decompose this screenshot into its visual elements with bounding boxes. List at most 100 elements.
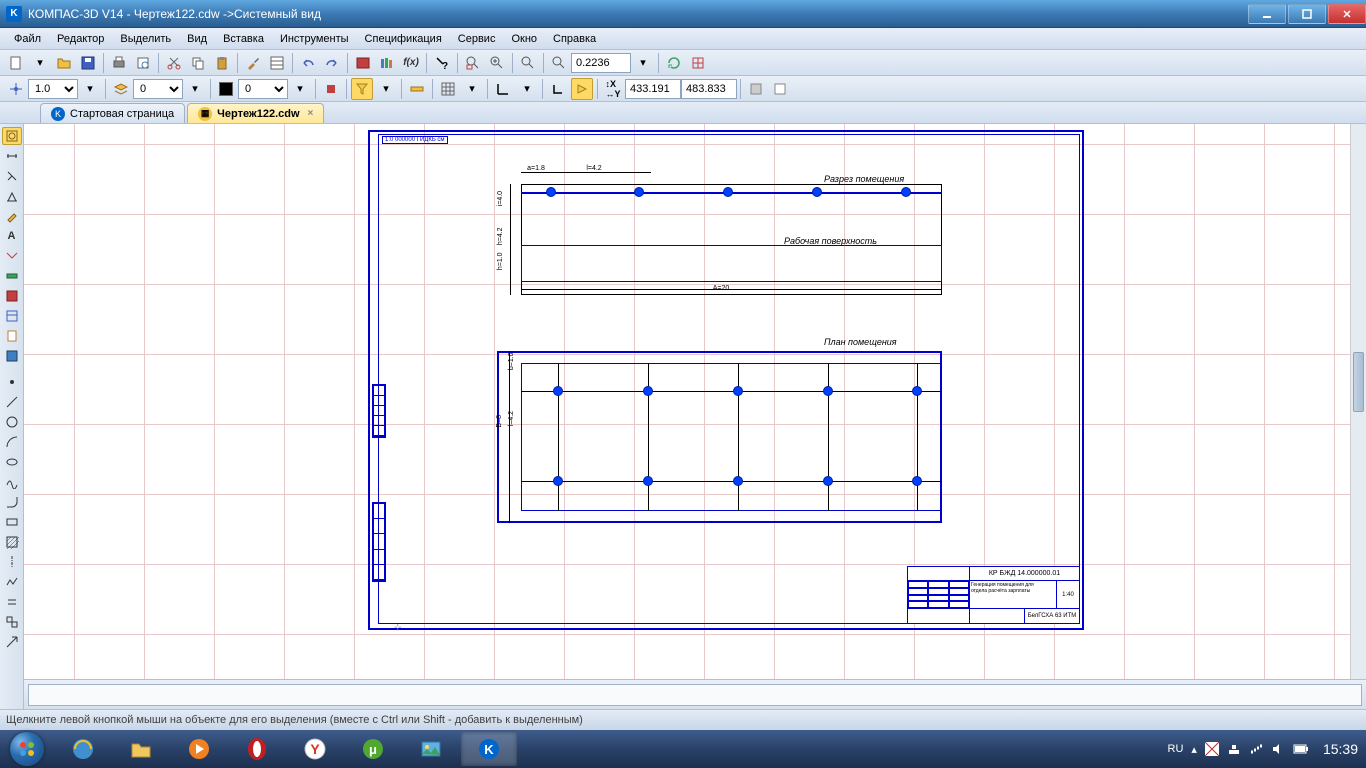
menu-help[interactable]: Справка	[545, 30, 604, 48]
print-button[interactable]	[108, 52, 130, 74]
command-input[interactable]	[28, 684, 1362, 706]
tray-chevron-icon[interactable]: ▴	[1191, 743, 1197, 756]
arc-tool[interactable]	[2, 433, 22, 451]
task-media[interactable]	[171, 732, 227, 766]
notation-tool[interactable]	[2, 167, 22, 185]
ellipse-tool[interactable]	[2, 453, 22, 471]
insert-tool[interactable]	[2, 347, 22, 365]
menu-editor[interactable]: Редактор	[49, 30, 112, 48]
ortho-button[interactable]	[547, 78, 569, 100]
grid-button[interactable]	[437, 78, 459, 100]
lcs-dropdown[interactable]: ▾	[516, 78, 538, 100]
minimize-button[interactable]	[1248, 4, 1286, 24]
snap-toggle-button[interactable]	[571, 78, 593, 100]
filter-dropdown[interactable]: ▾	[375, 78, 397, 100]
lang-indicator[interactable]: RU	[1168, 743, 1184, 755]
select-tool[interactable]	[2, 287, 22, 305]
clock[interactable]: 15:39	[1323, 741, 1358, 757]
edit-tool[interactable]	[2, 207, 22, 225]
volume-icon[interactable]	[1271, 742, 1285, 756]
polyline-tool[interactable]	[2, 573, 22, 591]
line-tool[interactable]	[2, 393, 22, 411]
style-select[interactable]: 0	[238, 79, 288, 99]
task-explorer[interactable]	[113, 732, 169, 766]
menu-tools[interactable]: Инструменты	[272, 30, 357, 48]
more-tool[interactable]	[2, 633, 22, 651]
task-kompas[interactable]: K	[461, 732, 517, 766]
wifi-icon[interactable]	[1249, 742, 1263, 756]
layer-icon[interactable]	[110, 78, 132, 100]
zoom-window-button[interactable]	[462, 52, 484, 74]
construction-tool[interactable]	[2, 187, 22, 205]
new-dropdown[interactable]: ▾	[29, 52, 51, 74]
point-tool[interactable]	[2, 373, 22, 391]
new-button[interactable]	[5, 52, 27, 74]
battery-icon[interactable]	[1293, 743, 1309, 755]
rect-tool[interactable]	[2, 513, 22, 531]
menu-view[interactable]: Вид	[179, 30, 215, 48]
paste-button[interactable]	[211, 52, 233, 74]
brush-button[interactable]	[242, 52, 264, 74]
params-tool[interactable]	[2, 247, 22, 265]
menu-service[interactable]: Сервис	[450, 30, 504, 48]
coord-y-input[interactable]	[681, 79, 737, 99]
tab-drawing[interactable]: ▦ Чертеж122.cdw ×	[187, 103, 324, 123]
tab-start-page[interactable]: K Стартовая страница	[40, 103, 185, 123]
manager-button[interactable]	[352, 52, 374, 74]
task-photos[interactable]	[403, 732, 459, 766]
equid-tool[interactable]	[2, 593, 22, 611]
dimension-tool[interactable]	[2, 147, 22, 165]
text-tool[interactable]: A	[2, 227, 22, 245]
zoom-in-button[interactable]	[486, 52, 508, 74]
task-yandex[interactable]: Y	[287, 732, 343, 766]
extra-toolbar-button-2[interactable]	[769, 78, 791, 100]
hatch-tool[interactable]	[2, 533, 22, 551]
save-button[interactable]	[77, 52, 99, 74]
collect-tool[interactable]	[2, 613, 22, 631]
task-utorrent[interactable]: μ	[345, 732, 401, 766]
library-button[interactable]	[376, 52, 398, 74]
snap-button[interactable]	[5, 78, 27, 100]
menu-insert[interactable]: Вставка	[215, 30, 272, 48]
stop-button[interactable]	[320, 78, 342, 100]
tab-close-icon[interactable]: ×	[308, 108, 314, 119]
help-context-button[interactable]: ?	[431, 52, 453, 74]
coord-x-input[interactable]	[625, 79, 681, 99]
zoom-value-input[interactable]	[571, 53, 631, 73]
print-preview-button[interactable]	[132, 52, 154, 74]
vertical-scrollbar[interactable]	[1350, 124, 1366, 693]
ruler-button[interactable]	[406, 78, 428, 100]
network-icon[interactable]	[1227, 742, 1241, 756]
undo-button[interactable]	[297, 52, 319, 74]
style-dropdown[interactable]: ▾	[289, 78, 311, 100]
layer-dropdown[interactable]: ▾	[184, 78, 206, 100]
task-opera[interactable]	[229, 732, 285, 766]
spec-tool[interactable]	[2, 307, 22, 325]
zoom-dropdown[interactable]: ▾	[632, 52, 654, 74]
redo-button[interactable]	[321, 52, 343, 74]
circle-tool[interactable]	[2, 413, 22, 431]
spline-tool[interactable]	[2, 473, 22, 491]
geometry-tool[interactable]	[2, 127, 22, 145]
menu-window[interactable]: Окно	[503, 30, 545, 48]
filter-button[interactable]	[351, 78, 373, 100]
maximize-button[interactable]	[1288, 4, 1326, 24]
task-ie[interactable]	[55, 732, 111, 766]
grid-dropdown[interactable]: ▾	[461, 78, 483, 100]
menu-file[interactable]: Файл	[6, 30, 49, 48]
line-width-select[interactable]: 1.0	[28, 79, 78, 99]
cut-button[interactable]	[163, 52, 185, 74]
zoom-prev-button[interactable]	[517, 52, 539, 74]
start-button[interactable]	[0, 730, 54, 768]
refresh-button[interactable]	[663, 52, 685, 74]
menu-spec[interactable]: Спецификация	[357, 30, 450, 48]
measure-tool[interactable]	[2, 267, 22, 285]
copy-button[interactable]	[187, 52, 209, 74]
extra-toolbar-button[interactable]	[745, 78, 767, 100]
layer-select[interactable]: 0	[133, 79, 183, 99]
drawing-canvas[interactable]: 1:0 000000 ГИДКБ смРазрез помещенияРабоч…	[24, 124, 1366, 709]
flag-icon[interactable]	[1205, 742, 1219, 756]
axis-tool[interactable]	[2, 553, 22, 571]
open-button[interactable]	[53, 52, 75, 74]
menu-select[interactable]: Выделить	[112, 30, 179, 48]
